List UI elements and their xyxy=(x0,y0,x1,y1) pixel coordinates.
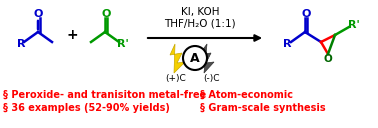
Polygon shape xyxy=(199,44,214,73)
Text: O: O xyxy=(324,54,332,64)
Text: (-)C: (-)C xyxy=(204,73,220,83)
Text: R: R xyxy=(283,39,291,49)
Text: § Gram-scale synthesis: § Gram-scale synthesis xyxy=(200,103,325,113)
Text: § 36 examples (52-90% yields): § 36 examples (52-90% yields) xyxy=(3,103,170,113)
Text: (+)C: (+)C xyxy=(166,73,186,83)
Text: +: + xyxy=(66,28,78,42)
Text: O: O xyxy=(301,9,311,19)
Text: R': R' xyxy=(348,20,360,30)
Text: R: R xyxy=(17,39,25,49)
Text: O: O xyxy=(33,9,43,19)
Text: THF/H₂O (1:1): THF/H₂O (1:1) xyxy=(164,19,236,29)
Text: § Atom-economic: § Atom-economic xyxy=(200,90,293,100)
Circle shape xyxy=(183,46,207,70)
Text: O: O xyxy=(101,9,111,19)
Text: § Peroxide- and tranisiton metal-free: § Peroxide- and tranisiton metal-free xyxy=(3,90,206,100)
Text: A: A xyxy=(190,51,200,65)
Text: KI, KOH: KI, KOH xyxy=(181,7,219,17)
Text: R': R' xyxy=(117,39,129,49)
Polygon shape xyxy=(170,44,185,73)
